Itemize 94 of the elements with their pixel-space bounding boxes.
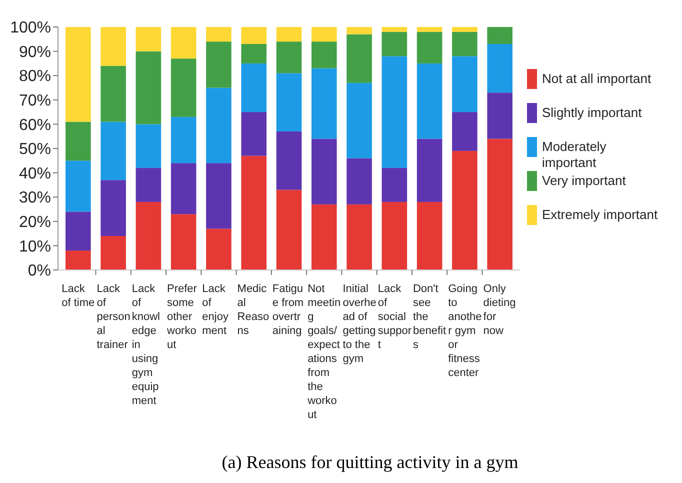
bar (100, 236, 126, 270)
bar (346, 82, 372, 158)
bar (136, 124, 162, 168)
bar (311, 27, 337, 42)
bar (487, 44, 512, 93)
bar (170, 163, 196, 214)
bar (346, 34, 372, 83)
category-label: Not meeting goals/expectations from the workout (308, 283, 341, 421)
bar (170, 116, 196, 164)
bar (452, 27, 478, 32)
bar (452, 150, 478, 270)
legend-label: Extremely important (542, 207, 658, 222)
y-tick-label: 10% (18, 238, 51, 256)
bar (66, 160, 91, 212)
bar (276, 42, 302, 74)
legend-label: Very important (542, 173, 626, 188)
x-tick-label: Lack of social support (378, 283, 412, 351)
bar (311, 68, 337, 139)
bar (170, 58, 196, 117)
bar (382, 27, 408, 32)
bar (206, 88, 232, 164)
bar (311, 42, 337, 68)
bar (452, 32, 478, 56)
legend-label: Not at all important (542, 71, 652, 86)
y-tick-label: 70% (18, 92, 51, 110)
bar (66, 212, 91, 251)
x-tick-label: Don't see the benefits (412, 283, 446, 351)
legend-label: Moderately important (542, 139, 607, 170)
y-tick-label: 90% (18, 44, 51, 61)
bar (452, 112, 478, 151)
bar (136, 27, 162, 52)
y-tick-label: 60% (18, 116, 51, 134)
bar (136, 168, 162, 202)
y-tick-label: 40% (18, 165, 51, 182)
bar (100, 66, 126, 122)
bar (100, 27, 126, 66)
x-tick-label: Lack of personal trainer (96, 283, 130, 351)
bar (416, 202, 442, 270)
bar (311, 204, 337, 270)
bar (382, 32, 408, 56)
x-tick-label: Lack of time (62, 283, 95, 309)
bar (346, 27, 372, 34)
x-tick-label: Fatigue from overtraining (272, 283, 304, 337)
bar (452, 56, 478, 112)
bar (487, 27, 512, 44)
bar (241, 112, 267, 156)
bar (276, 27, 302, 42)
bar (346, 158, 372, 204)
x-tick-label: Going to another gym or fitness center (448, 283, 482, 379)
bar (66, 27, 91, 122)
x-tick-label: Medical Reasons (237, 283, 270, 337)
bar (206, 27, 232, 42)
y-tick-label: 30% (18, 190, 51, 207)
text: (a) Reasons for quitting activity in a gym (222, 452, 518, 472)
bar (241, 44, 267, 64)
y-tick-label: 80% (18, 68, 51, 86)
x-tick-label: Lack of enjoyment (202, 283, 229, 337)
bar (100, 122, 126, 180)
bar (170, 214, 196, 270)
category-label: Lack of knowledge in using gym equipment (132, 283, 160, 407)
bar (276, 190, 302, 270)
x-tick-label: Initial overhead of getting to the gym (342, 283, 376, 365)
bar (416, 138, 442, 202)
bar (206, 42, 232, 88)
bar (311, 138, 337, 204)
bar (136, 51, 162, 124)
bar (136, 202, 162, 270)
x-tick-label: Only dieting for now (483, 283, 516, 337)
bar (66, 250, 91, 270)
bar (241, 63, 267, 112)
bar (241, 27, 267, 44)
x-tick-label: Prefer some other workout (166, 283, 198, 351)
bar (382, 202, 408, 270)
y-tick-label: 50% (18, 141, 51, 158)
bar (66, 122, 91, 161)
bar (276, 73, 302, 132)
bar (206, 163, 232, 229)
bar (241, 156, 267, 270)
bar (487, 138, 512, 270)
bar (170, 27, 196, 59)
bar (416, 32, 442, 64)
bar (100, 180, 126, 236)
bar (487, 92, 512, 139)
bar (206, 228, 232, 270)
bar (276, 131, 302, 190)
bar (382, 56, 408, 168)
bar (416, 63, 442, 139)
bar (382, 168, 408, 202)
y-tick-label: 0% (28, 262, 51, 280)
y-tick-label: 100% (10, 20, 51, 37)
y-tick-label: 20% (18, 214, 51, 231)
legend-label: Slightly important (542, 105, 642, 120)
bar (416, 27, 442, 32)
bar (346, 204, 372, 270)
